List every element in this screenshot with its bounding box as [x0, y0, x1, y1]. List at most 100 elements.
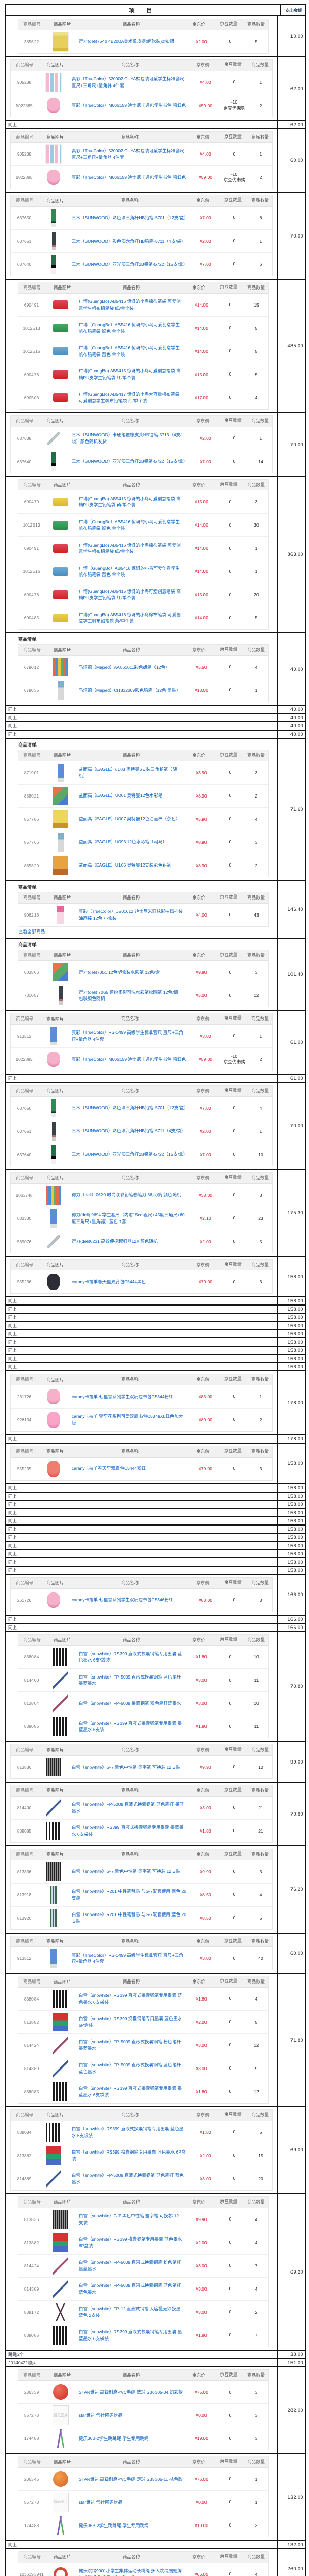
product-name-link[interactable]: 白雪（snowhite）G-7 黑色中性笔 签字笔 可换芯 12支装 [79, 2213, 179, 2225]
product-name-link[interactable]: 白雪（snowhite）G-7 黑色中性笔 签字笔 可换芯 12支装 [72, 1869, 181, 1874]
column-header-0: 商品编号 [15, 1747, 33, 1753]
jd-price: ¥7.00 [200, 262, 211, 267]
product-name-link[interactable]: 真彩（TrueColor）520002 CUYA桶包装可爱学生标准套尺 直尺+三… [72, 76, 184, 88]
product-name-link[interactable]: 广博(GuangBo) AB5415 惊讶的小鸟可爱创意笔袋 高档PU皮学生铅笔… [79, 496, 181, 508]
product-name-link[interactable]: 益而高（EAGLE）u103 奥特曼6支装三角铅笔（随机） [79, 767, 177, 778]
product-name-link[interactable]: 真彩（TrueColor）D201612 迪士尼米奇炫彩拍档挂装油画棒 12色 … [79, 908, 183, 921]
product-name-link[interactable]: 白雪（snowhite）RS399 直液式换囊钢笔专用墨囊 蓝色墨水 6支袋装 [79, 1993, 182, 2005]
product-name-link[interactable]: 白雪（snowhite）RS399 直液式换囊钢笔专用墨囊 墨蓝墨水 6支袋装 [79, 2086, 182, 2097]
product-name-link[interactable]: 广博(GuangBo) AB5416 惊讶的小鸟棉布笔袋 可爱创意学生帆布铅笔袋… [79, 299, 181, 311]
product-name-cell: 广博(GuangBo) AB5417 惊讶的小鸟大容量棉布笔袋 可爱创意学生帆布… [77, 390, 187, 405]
product-name-link[interactable]: 广博(GuangBo) AB5416 惊讶的小鸟棉布笔袋 可爱创意学生帆布铅笔袋… [79, 612, 181, 624]
product-name-link[interactable]: 益而高（EAGLE）U093 12色水彩笔（河马） [79, 839, 167, 845]
product-name-link[interactable]: 白雪（snowhite）RS399 直液式换囊钢笔专用墨囊 蓝色墨水 6支袋装 [72, 2126, 184, 2138]
product-name-link[interactable]: 得力(deli)7540 4B200A美术橡皮擦(超软装)2块/组 [79, 39, 175, 44]
product-name-link[interactable]: 白雪（snowhite）RS399 换囊钢笔专用墨囊 蓝色墨水 6P盒装 [79, 2236, 182, 2248]
product-name-link[interactable]: carany卡拉羊 七里香系列学生双肩包书包C5344粉红 [72, 1394, 174, 1399]
product-name-link[interactable]: 健乐36B-2学生跳跳绳 学生专用跳绳 [79, 2522, 149, 2528]
product-name-link[interactable]: 三木（SUNWOOD）亚光漆三角杆2B铅笔-5722（12支/盒） [72, 1151, 188, 1157]
product-name-link[interactable]: 白雪（snowhite）G-7 黑色中性笔 签字笔 可换芯 12支装 [72, 1764, 181, 1770]
product-name-link[interactable]: 益而高（EAGLE）U007 奥特曼12色油画棒（杂色） [79, 816, 180, 822]
product-name-link[interactable]: 白雪（snowhite）FP-5009 直液式换囊钢笔 粉色笔杆 墨蓝墨水 [79, 2039, 181, 2051]
product-name-link[interactable]: 广博(GuangBo) AB5417 惊讶的小鸟大容量棉布笔袋 可爱创意学生帆布… [79, 392, 180, 403]
section-padding: 商品清单 商品编号 商品图片 商品名称 京东价 京豆数量 商品数量 603866 得力(deli… [6, 939, 277, 1010]
jd-beans-cell: 0 [220, 261, 249, 267]
product-name-link[interactable]: 真彩（TrueColor）RS-1499 高级学生标准套尺 直尺+三角尺+量角器… [72, 1030, 183, 1042]
jd-beans-value: 0 [229, 2332, 232, 2337]
product-name-link[interactable]: 广博（GuangBo）AB5416 惊讶的小鸟可爱创意学生帆布铅笔袋 绿色 单个… [79, 519, 180, 531]
product-table: 商品编号 商品图片 商品名称 京东价 京豆数量 商品数量 236339 STAR世达 高级耐磨… [18, 2369, 269, 2451]
product-image-cell [38, 1460, 70, 1477]
product-name-link[interactable]: carany卡拉羊 梦里花系列可爱双肩书包C5349XL红色加大版 [72, 1414, 183, 1426]
product-name-link[interactable]: 广博(GuangBo) AB5415 惊讶的小鸟可爱创意笔袋 高档PU皮学生铅笔… [79, 368, 181, 380]
product-name-link[interactable]: 白雪（snowhite）R201 中性笔替芯 与G-7配套使用 蓝色 20支装 [72, 1911, 186, 1924]
product-name-link[interactable]: 三木（SUNWOOD）彩色漆六角杆HB铅笔-5711（4支/袋） [72, 1128, 186, 1134]
product-name-link[interactable]: 广博（GuangBo）AB5416 惊讶的小鸟可爱创意学生帆布铅笔袋 绿色 单个… [79, 322, 180, 334]
product-name-link[interactable]: 益而高（EAGLE）U001 奥特曼12色水彩笔 [79, 793, 163, 799]
product-name-link[interactable]: carany卡拉羊春天里双肩包C5444粉红 [72, 1466, 146, 1471]
jd-price: ¥9.90 [196, 2216, 207, 2222]
product-name-cell: 白雪（snowhite）FP-5009 直液式换囊钢笔 蓝色笔杆 蓝色墨水 [77, 2061, 187, 2076]
product-qty: 5 [259, 2129, 262, 2135]
product-name-link[interactable]: 真彩（TrueColor）M606159 迪士尼卡通包学生书包 粉红色 [72, 1056, 186, 1062]
product-name-link[interactable]: 真彩（TrueColor）M606159 迪士尼卡通包学生书包 粉红色 [72, 103, 186, 108]
section-amount: 70.00 [279, 1083, 305, 1169]
product-name-link[interactable]: 得力(deli)7051 12色塑盒装水彩笔 12色/盒 [79, 969, 160, 975]
product-name-link[interactable]: 马培德（Maped）AA861011彩色蜡笔（12色） [79, 664, 170, 670]
product-name-link[interactable]: 白雪（snowhite）RS399 换囊钢笔专用墨囊 蓝色墨水 6P盒装 [72, 2149, 186, 2161]
product-name-link[interactable]: 得力(deli) 7065 缤纷多彩可洗水彩笔松圆笔 12色/筒 包装颜色随机 [79, 989, 178, 1002]
product-name-link[interactable]: 得力（deli）0620 时尚联彩铅笔卷笔刀 36只/筒 颜色随机 [72, 1192, 181, 1198]
column-header-4: 京豆数量 [219, 21, 237, 26]
product-name-link[interactable]: star世达 气针网兜赠品 [79, 2412, 123, 2418]
product-name-link[interactable]: 三木（SUNWOOD）彩色漆三角杆HB铅笔-5701（12支/盒） [72, 215, 188, 221]
product-name-link[interactable]: 真彩（TrueColor）RS-1499 高级学生标准套尺 直尺+三角尺+量角器… [72, 1952, 183, 1964]
product-name-cell: 得力(deli) 7065 缤纷多彩可洗水彩笔松圆笔 12色/筒 包装颜色随机 [77, 988, 187, 1004]
product-name-link[interactable]: 白雪（snowhite）FP-12 直液式钢笔 大容量无须换墨 蓝色 2支装 [79, 2306, 181, 2318]
section-main-cell: 商品编号 商品图片 商品名称 京东价 京豆数量 商品数量 637638 三木（SUNWOOD）… [6, 413, 278, 476]
product-name-link[interactable]: 三木（SUNWOOD）亚光漆三角杆2B铅笔-5722（12支/盒） [72, 261, 188, 267]
product-name-link[interactable]: 益而高（EAGLE）U106 奥特曼12支装彩色铅笔 [79, 862, 171, 868]
product-name-link[interactable]: carany卡拉羊 七里香系列学生双肩包书包C5346粉红 [72, 1597, 174, 1603]
product-name-link[interactable]: 广博（GuangBo）AB5416 惊讶的小鸟可爱创意学生帆布铅笔袋 蓝色 单个… [79, 345, 180, 357]
product-name-link[interactable]: 三木（SUNWOOD）彩色漆三角杆HB铅笔-5701（12支/盒） [72, 1105, 188, 1111]
product-name-link[interactable]: STAR世达 高级耐磨PVC手缝 篮球 SB6305-04 幻彩款 [79, 2389, 183, 2395]
product-name-link[interactable]: 广博(GuangBo) AB5416 惊讶的小鸟棉布笔袋 可爱创意学生帆布铅笔袋… [79, 542, 181, 554]
product-name-link[interactable]: 白雪（snowhite）RS399 直液式换囊钢笔专用墨囊 墨蓝墨水 6支袋装 [72, 1825, 184, 1837]
product-name-link[interactable]: 得力(deli) 9694 学生套尺（内附15cm直尺+45度三角尺+60度三角… [72, 1212, 185, 1224]
summary-text: 同上 [8, 1340, 18, 1345]
product-name-link[interactable]: 白雪（snowhite）RS399 直液式换囊钢笔专用墨囊 蓝色墨水 6支/袋装 [79, 1651, 182, 1663]
product-name-link[interactable]: 白雪（snowhite）RS399 换囊钢笔专用墨囊 蓝色墨水 6P盒装 [79, 2016, 182, 2028]
product-name-link[interactable]: 白雪（snowhite）FP-5009 换囊钢笔 粉色笔杆蓝墨水 [79, 1700, 181, 1706]
product-name-link[interactable]: 白雪（snowhite）FP-5009 直液式换囊钢笔 粉色笔杆 墨蓝墨水 [79, 2259, 181, 2272]
view-all-products-link[interactable]: 查看全部商品 [19, 928, 45, 934]
product-name-link[interactable]: 白雪（snowhite）FP-5009 直液式换囊钢笔 蓝色笔杆 蓝色墨水 [79, 2062, 181, 2074]
product-name-link[interactable]: 三木（SUNWOOD）卡通笔覆橡皮头HB铅笔-5713（4支/袋）颜色随机发货 [72, 432, 182, 444]
jd-beans-cell: 0 [220, 1279, 249, 1285]
product-name-link[interactable]: 健乐36B-2学生跳跳绳 学生专用跳绳 [79, 2435, 149, 2441]
product-name-link[interactable]: 三木（SUNWOOD）亚光漆三角杆2B铅笔-5722（12支/盒） [72, 459, 188, 464]
product-row: 813836 白雪（snowhite）G-7 黑色中性笔 签字笔 可换芯 12支装… [18, 2208, 268, 2231]
product-name-link[interactable]: 白雪（snowhite）RS399 直液式换囊钢笔专用墨囊 墨蓝墨水 6支装 [79, 1720, 182, 1733]
product-name-link[interactable]: 白雪（snowhite）FP-5009 直液式换囊钢笔 蓝色笔杆 墨蓝墨水 [79, 1674, 181, 1686]
product-name-link[interactable]: 白雪（snowhite）FP-5009 直液式换囊钢笔 蓝色笔杆 墨蓝墨水 [72, 1802, 184, 1814]
product-name-link[interactable]: STAR世达 高级耐磨PVC手缝 足球 SB5305-11 桔色款 [79, 2476, 183, 2482]
product-name-link[interactable]: 白雪（snowhite）FP-5009 直液式换囊钢笔 蓝色笔杆 蓝色墨水 [72, 2173, 184, 2184]
section-amount: 158.00 [279, 1484, 305, 1492]
product-name-link[interactable]: 三木（SUNWOOD）彩色漆六角杆HB铅笔-5711（4支/袋） [72, 238, 186, 244]
product-qty: 21 [258, 1805, 263, 1810]
product-name-link[interactable]: 真彩（TrueColor）M606159 迪士尼卡通包学生书包 粉红色 [72, 174, 186, 180]
product-name-link[interactable]: 广博(GuangBo) AB5415 惊讶的小鸟可爱创意笔袋 高档PU皮学生铅笔… [79, 588, 181, 601]
product-name-link[interactable]: carany卡拉羊春天里双肩包C5444黑色 [72, 1279, 146, 1284]
product-name-link[interactable]: 白雪（snowhite）FP-5009 直液式换囊钢笔 蓝色笔杆 蓝色墨水 [79, 2282, 181, 2295]
product-name-link[interactable]: 马培德（Maped）CH832009彩色铅笔（12色 筒装） [79, 687, 181, 693]
jd-beans-value: 0 [229, 2309, 232, 2314]
product-name-link[interactable]: 白雪（snowhite）RS399 直液式换囊钢笔专用墨囊 墨蓝墨水 6支袋装 [79, 2329, 182, 2341]
product-name-link[interactable]: star世达 气针网兜赠品 [79, 2499, 123, 2505]
product-name-cell: 广博（GuangBo）AB5416 惊讶的小鸟可爱创意学生帆布铅笔袋 蓝色 单个… [77, 344, 187, 359]
product-name-link[interactable]: 广博（GuangBo）AB5416 惊讶的小鸟可爱创意学生帆布铅笔袋 蓝色 单个… [79, 565, 180, 578]
product-name-link[interactable]: 健乐跳绳9001小学生集体运动长跳绳 多人跳绳展翅牌学校跳绳 牛皮绳5米 7米 … [79, 2568, 182, 2576]
product-name-link[interactable]: 白雪（snowhite）R201 中性笔替芯 与G-7配套使用 黑色 20支装 [72, 1888, 186, 1901]
product-name-link[interactable]: 得力(deli)0231 高效便捷起钉器12# 颜色随机 [72, 1239, 158, 1244]
product-image-cell [38, 170, 70, 185]
product-name-link[interactable]: 真彩（TrueColor）520002 CUYA桶包装可爱学生标准套尺 直尺+三… [72, 148, 184, 160]
